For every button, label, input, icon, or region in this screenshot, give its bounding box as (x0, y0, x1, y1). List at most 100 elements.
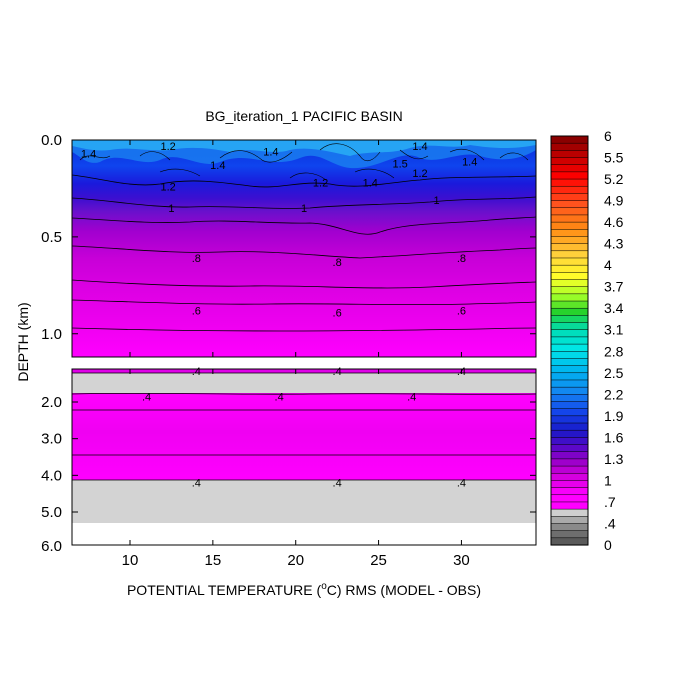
colorbar-swatch (550, 523, 589, 532)
y-tick-label-upper: 0.5 (41, 229, 62, 246)
contour-line-0p9 (71, 216, 537, 235)
colorbar-label: 4.9 (604, 193, 624, 209)
colorbar-label: 3.7 (604, 279, 624, 295)
colorbar-swatch (550, 157, 589, 166)
axes: 10 15 20 25 30 0.0 0.5 1.0 2.0 3.0 4.0 5.0 6.0 (41, 132, 536, 569)
colorbar-swatch (550, 458, 589, 467)
colorbar-label: 2.5 (604, 365, 624, 381)
colorbar-swatch (550, 214, 589, 223)
colorbar-swatch (550, 394, 589, 403)
colorbar-swatch (550, 200, 589, 209)
y-tick-label-lower: 3.0 (41, 431, 62, 448)
colorbar-swatch (550, 150, 589, 159)
colorbar-label: 3.4 (604, 300, 624, 316)
x-axis-label-sup: o (321, 581, 327, 592)
colorbar-swatch (550, 343, 589, 352)
contour-label: 1.2 (412, 168, 427, 180)
colorbar-swatch (550, 501, 589, 510)
colorbar-swatch (550, 365, 589, 374)
upper-panel (71, 139, 537, 358)
x-tick-label: 30 (453, 552, 470, 569)
colorbar-label: .4 (604, 515, 616, 531)
contour-label: .4 (192, 366, 201, 378)
lower-panel (71, 368, 537, 546)
colorbar-label: 2.8 (604, 343, 624, 359)
colorbar-label: 4 (604, 257, 612, 273)
contour-label: .4 (275, 392, 284, 404)
y-tick-label-bottom: 6.0 (41, 538, 62, 555)
contour-label: 1.2 (160, 182, 175, 194)
lower-panel-gray-bottom (72, 480, 536, 523)
colorbar-swatch (550, 451, 589, 460)
x-axis-label-pre: POTENTIAL TEMPERATURE ( (127, 582, 322, 598)
colorbar-swatch (550, 293, 589, 302)
colorbar-swatch (550, 236, 589, 245)
colorbar-swatch (550, 279, 589, 288)
colorbar-swatch (550, 351, 589, 359)
colorbar-swatch (550, 171, 589, 180)
lower-contour-line-a (71, 392, 537, 395)
y-tick-label-lower: 2.0 (41, 394, 62, 411)
contour-label: 1.2 (313, 178, 328, 190)
colorbar-label: 1.6 (604, 429, 624, 445)
colorbar-swatch (550, 135, 589, 144)
y-tick-label-lower: 4.0 (41, 467, 62, 484)
y-tick-label-upper: 1.0 (41, 326, 62, 343)
colorbar-swatch (550, 185, 589, 194)
contour-label: .8 (333, 257, 342, 269)
upper-contour-labels: 1.4 1.2 1.4 1.4 1.2 1.2 1.4 1.4 1.5 1.2 1.4 1 1 1 .8 .8… (81, 141, 477, 320)
colorbar-swatch (550, 422, 589, 431)
colorbar-swatch (550, 415, 589, 424)
colorbar-label: 0 (604, 537, 612, 553)
y-tick-label-upper: 0.0 (41, 132, 62, 149)
contour-label: .8 (457, 253, 466, 265)
colorbar-swatch (550, 386, 589, 395)
colorbar-swatch (550, 487, 589, 496)
colorbar-swatch (550, 243, 589, 252)
contour-line-0p6 (71, 327, 537, 332)
x-tick-label: 10 (122, 552, 139, 569)
colorbar-swatch (550, 164, 589, 173)
colorbar-swatch (550, 286, 589, 295)
colorbar-label: 1.3 (604, 451, 624, 467)
colorbar-swatch (550, 444, 589, 453)
colorbar-swatch (550, 250, 589, 259)
contour-label: 1.4 (210, 160, 225, 172)
colorbar-swatch (550, 465, 589, 474)
colorbar-swatch (550, 307, 589, 316)
colorbar-label: 5.5 (604, 150, 624, 166)
colorbar: 6 5.5 5.2 4.9 4.6 4.3 4 3.7 3.4 3.1 2.8 2.5 2.2 1.9 1.… (550, 128, 624, 553)
colorbar-swatch (550, 537, 589, 546)
colorbar-swatch (550, 480, 589, 489)
contour-label: 1.4 (363, 178, 378, 190)
colorbar-label: 4.6 (604, 214, 624, 230)
contour-label: .6 (457, 306, 466, 318)
colorbar-swatch (550, 329, 589, 338)
contour-label: 1.4 (263, 147, 278, 159)
chart-title: BG_iteration_1 PACIFIC BASIN (205, 108, 402, 124)
upper-panel-frame (71, 139, 537, 358)
colorbar-swatch (550, 530, 589, 539)
x-axis-label-post: C) RMS (MODEL - OBS) (327, 582, 481, 598)
contour-label: 1.5 (392, 158, 407, 170)
colorbar-swatch (550, 207, 589, 216)
colorbar-swatch (550, 379, 589, 388)
colorbar-swatch (550, 508, 589, 517)
y-axis-label: DEPTH (km) (15, 302, 31, 381)
lower-panel-frame (71, 368, 537, 546)
contour-label: 1 (301, 203, 307, 215)
lower-panel-top-strip (72, 369, 536, 373)
contour-label: 1.4 (462, 156, 477, 168)
contour-label: .6 (333, 307, 342, 319)
colorbar-swatch (550, 300, 589, 309)
colorbar-swatch (550, 322, 589, 331)
colorbar-swatch (550, 229, 589, 238)
contour-label: .4 (407, 392, 416, 404)
colorbar-label: 6 (604, 128, 612, 144)
colorbar-swatch (550, 437, 589, 446)
contour-label: .8 (192, 253, 201, 265)
colorbar-label: 3.1 (604, 322, 624, 338)
contour-line-1p0 (71, 196, 537, 209)
colorbar-swatch (550, 264, 589, 273)
